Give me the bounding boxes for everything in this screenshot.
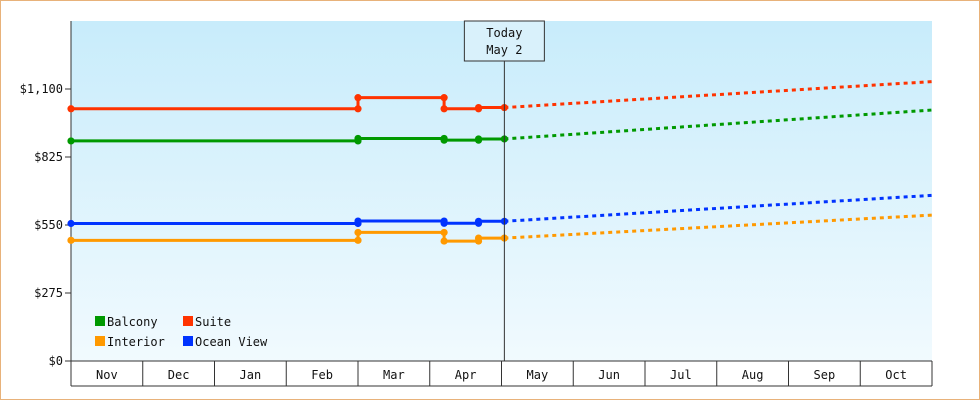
legend-swatch [95, 316, 105, 326]
x-tick-label: Feb [311, 368, 333, 382]
x-tick-label: Jan [240, 368, 262, 382]
data-point-marker [354, 105, 362, 113]
data-point-marker [440, 94, 448, 102]
data-point-marker [474, 103, 483, 112]
x-tick-label: Jul [670, 368, 692, 382]
data-point-marker [354, 236, 362, 244]
legend-swatch [183, 336, 193, 346]
data-point-marker [440, 237, 448, 245]
legend-label: Interior [107, 335, 165, 349]
plot-background [71, 21, 932, 361]
y-tick-label: $1,100 [20, 82, 63, 96]
today-date: May 2 [486, 43, 522, 57]
data-point-marker [440, 105, 448, 113]
x-tick-label: Sep [814, 368, 836, 382]
data-point-marker [67, 219, 75, 228]
x-tick-label: Jun [598, 368, 620, 382]
legend-swatch [95, 336, 105, 346]
x-tick-label: Nov [96, 368, 118, 382]
x-tick-label: Oct [885, 368, 907, 382]
data-point-marker [440, 219, 448, 227]
data-point-marker [354, 134, 362, 143]
x-tick-label: Dec [168, 368, 190, 382]
x-tick-label: Mar [383, 368, 405, 382]
data-point-marker [474, 234, 483, 242]
data-point-marker [67, 105, 75, 113]
legend-label: Balcony [107, 315, 158, 329]
x-tick-label: Aug [742, 368, 764, 382]
data-point-marker [474, 217, 483, 225]
data-point-marker [440, 136, 448, 144]
today-box [463, 20, 545, 62]
data-point-marker [474, 135, 483, 143]
today-label: Today [486, 26, 522, 40]
y-tick-label: $0 [49, 354, 63, 368]
data-point-marker [67, 137, 75, 145]
legend-label: Suite [195, 315, 231, 329]
legend-swatch [183, 316, 193, 326]
data-point-marker [67, 236, 75, 244]
data-point-marker [354, 228, 362, 237]
legend-label: Ocean View [195, 335, 268, 349]
x-tick-label: Apr [455, 368, 477, 382]
data-point-marker [354, 94, 362, 102]
y-tick-label: $825 [34, 150, 63, 164]
y-tick-label: $550 [34, 218, 63, 232]
x-tick-label: May [527, 368, 549, 382]
y-tick-label: $275 [34, 286, 63, 300]
data-point-marker [440, 228, 448, 237]
data-point-marker [354, 217, 362, 225]
